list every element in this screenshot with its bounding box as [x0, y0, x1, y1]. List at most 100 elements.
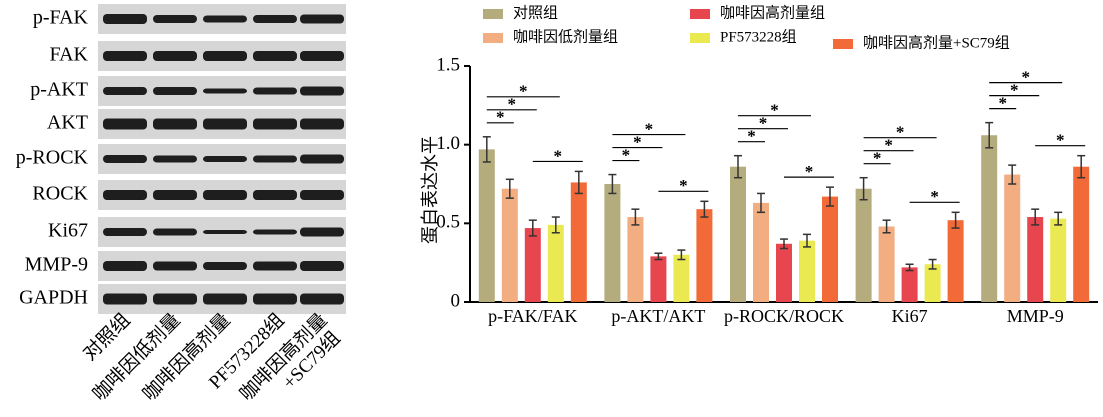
bar: [1050, 219, 1066, 302]
blot-band: [203, 230, 247, 234]
blot-band: [103, 261, 147, 271]
blot-band: [300, 294, 344, 305]
blot-band: [153, 294, 197, 305]
blot-band: [300, 51, 344, 61]
blot-band: [253, 230, 297, 235]
bar: [604, 184, 620, 302]
x-tick-label: p-ROCK/ROCK: [724, 306, 844, 326]
blot-band: [103, 87, 147, 95]
significance-mark: *: [633, 132, 642, 151]
bar: [776, 244, 792, 302]
bar: [822, 197, 838, 302]
significance-mark: *: [1056, 131, 1065, 150]
legend-swatch: [833, 39, 853, 49]
significance-mark: *: [884, 136, 893, 155]
x-tick-label: MMP-9: [1007, 306, 1064, 326]
legend-swatch: [483, 9, 503, 19]
significance-mark: *: [679, 176, 688, 195]
blot-band: [153, 119, 197, 130]
blot-band: [253, 88, 297, 95]
blot-row-label: ROCK: [32, 183, 88, 205]
blot-band: [203, 190, 247, 200]
legend-label: PF573228组: [720, 28, 797, 45]
blot-band: [203, 262, 247, 270]
blot-band: [103, 294, 147, 305]
blot-band: [203, 119, 247, 130]
blot-band: [253, 15, 297, 23]
blot-band: [300, 261, 344, 271]
blot-band: [203, 156, 247, 162]
blot-band: [153, 15, 197, 23]
blot-band: [253, 51, 297, 61]
blot-band: [300, 15, 344, 24]
bar: [730, 167, 746, 302]
legend-swatch: [483, 33, 503, 43]
bar: [925, 264, 941, 302]
bar: [571, 182, 587, 302]
legend-label: 对照组: [513, 4, 558, 21]
blot-band: [103, 14, 147, 24]
legend-label: 咖啡因高剂量+SC79组: [863, 34, 1010, 51]
blot-row-label: p-FAK: [33, 7, 89, 29]
blot-row-label: MMP-9: [25, 254, 88, 276]
bar: [627, 217, 643, 302]
significance-mark: *: [770, 101, 779, 120]
bar: [696, 209, 712, 302]
significance-mark: *: [873, 149, 882, 168]
blot-band: [203, 89, 247, 94]
significance-mark: *: [998, 94, 1007, 113]
significance-mark: *: [519, 82, 528, 101]
blot-band: [153, 156, 197, 163]
blot-band: [203, 51, 247, 61]
significance-mark: *: [805, 162, 814, 181]
blot-band: [153, 262, 197, 271]
blot-band: [103, 119, 147, 130]
blot-band: [300, 228, 344, 237]
blot-band: [103, 190, 147, 200]
bar: [1027, 217, 1043, 302]
bar: [479, 149, 495, 302]
significance-mark: *: [747, 127, 756, 146]
blot-band: [103, 155, 147, 163]
legend-label: 咖啡因高剂量组: [720, 4, 825, 21]
significance-mark: *: [622, 145, 631, 164]
bar: [856, 189, 872, 302]
significance-mark: *: [496, 108, 505, 127]
significance-mark: *: [1021, 68, 1030, 87]
blot-band: [300, 190, 344, 200]
blot-row-label: p-AKT: [30, 79, 88, 101]
legend-label: 咖啡因低剂量组: [513, 28, 618, 45]
y-tick-label: 1.5: [436, 54, 460, 75]
bar: [548, 225, 564, 302]
bar: [981, 135, 997, 302]
blot-band: [203, 294, 247, 305]
blot-band: [253, 262, 297, 271]
significance-mark: *: [554, 146, 563, 165]
blot-row-label: p-ROCK: [16, 147, 89, 169]
bar: [948, 220, 964, 302]
x-tick-label: p-AKT/AKT: [611, 306, 705, 326]
significance-mark: *: [508, 95, 517, 114]
bar: [525, 228, 541, 302]
blot-band: [253, 294, 297, 305]
blot-band: [253, 156, 297, 163]
bar: [650, 256, 666, 302]
x-tick-label: p-FAK/FAK: [488, 306, 577, 326]
significance-mark: *: [896, 123, 905, 142]
significance-mark: *: [1010, 81, 1019, 100]
bar: [879, 226, 895, 302]
blot-band: [153, 229, 197, 236]
blot-band: [253, 119, 297, 130]
blot-lane-label: 咖啡因低剂量: [88, 309, 184, 405]
blot-band: [300, 119, 344, 130]
legend-swatch: [690, 33, 710, 43]
x-tick-label: Ki67: [892, 306, 928, 326]
legend-swatch: [690, 9, 710, 19]
significance-mark: *: [645, 119, 654, 138]
significance-mark: *: [930, 187, 939, 206]
bar: [1004, 175, 1020, 302]
figure: p-FAKFAKp-AKTAKTp-ROCKROCKKi67MMP-9GAPDH…: [0, 0, 1103, 417]
blot-band: [300, 87, 344, 96]
blot-row-label: Ki67: [48, 220, 88, 242]
blot-band: [103, 51, 147, 61]
